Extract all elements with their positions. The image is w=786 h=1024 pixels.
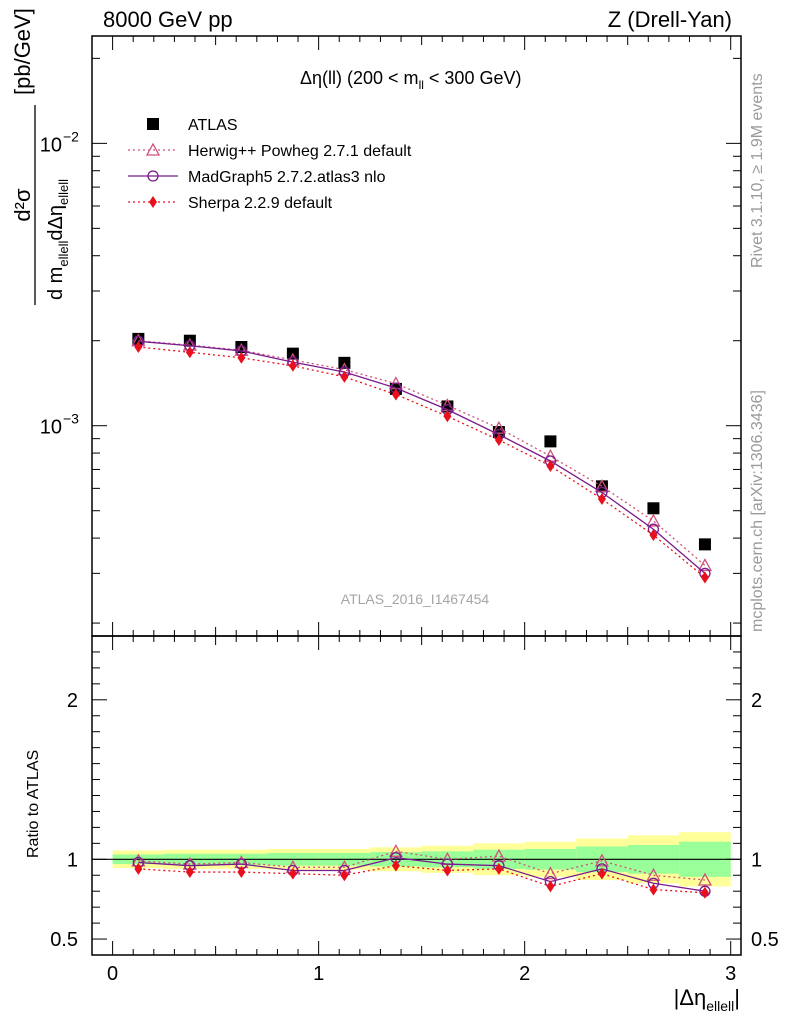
series-3-point: [597, 493, 606, 506]
series-3-point: [340, 370, 349, 383]
ratio-series-0-line: [138, 850, 706, 881]
ratio-y-tick-label: 1: [67, 849, 78, 871]
y-label-denominator: d mellelldΔηellell: [45, 179, 71, 300]
series-3-point: [649, 529, 658, 542]
ratio-plot-frame: [91, 635, 742, 956]
series-3-point: [288, 359, 297, 372]
series-3-point: [443, 410, 452, 423]
series-3-line: [138, 346, 706, 579]
series-3-point: [185, 346, 194, 359]
legend-marker: [149, 196, 157, 208]
y-tick-label: 10: [40, 417, 62, 439]
series-3-point: [546, 460, 555, 473]
series-1-point: [697, 558, 713, 572]
rivet-label: Rivet 3.1.10, ≥ 1.9M events: [749, 73, 766, 268]
legend-label: MadGraph5 2.7.2.atlas3 nlo: [188, 169, 386, 186]
ratio-series-2-point: [288, 867, 297, 880]
ratio-series-2-point: [494, 862, 503, 875]
analysis-watermark: ATLAS_2016_I1467454: [341, 591, 490, 607]
mcplots-label: mcplots.cern.ch [arXiv:1306.3436]: [749, 390, 766, 632]
y-tick-label-exponent: −3: [63, 411, 79, 427]
ratio-series-2-point: [237, 866, 246, 879]
main-y-axis-label: d²σ d mellelldΔηellell [pb/GeV]: [10, 8, 71, 305]
legend-label: ATLAS: [188, 117, 238, 134]
series-3-point: [494, 434, 503, 447]
series-1-point: [491, 420, 507, 434]
ratio-series-0-point: [388, 843, 403, 857]
y-tick-label: 10: [40, 134, 62, 156]
series-2-line: [138, 340, 706, 574]
ratio-y-tick-label: 2: [67, 690, 78, 712]
y-label-unit: [pb/GeV]: [10, 8, 35, 95]
legend-marker: [145, 142, 161, 156]
series-1-point: [646, 513, 661, 527]
series-0-point: [544, 435, 557, 448]
ratio-y-axis-label: Ratio to ATLAS: [25, 750, 42, 858]
ratio-y-axis-label-group: Ratio to ATLAS: [25, 750, 42, 858]
series-1-line: [138, 340, 706, 566]
header-left: 8000 GeV pp: [103, 7, 233, 32]
x-tick-label: 3: [725, 963, 736, 985]
series-0-point: [647, 502, 660, 515]
legend-marker: [147, 118, 159, 130]
legend-label: Herwig++ Powheg 2.7.1 default: [188, 143, 412, 160]
ratio-series-1-line: [138, 857, 706, 892]
ratio-y-tick-label: 0.5: [50, 929, 78, 951]
ratio-series-2-point: [391, 859, 400, 872]
series-1-point: [594, 478, 610, 492]
x-tick-label: 0: [107, 963, 118, 985]
series-0-point: [441, 400, 454, 413]
x-tick-label: 2: [519, 963, 530, 985]
ratio-series-2-point: [546, 880, 555, 893]
y-label-numerator: d²σ: [10, 188, 35, 222]
ratio-series-2-point: [134, 862, 143, 875]
ratio-series-2-point: [340, 869, 349, 882]
ratio-series-0-point: [594, 853, 610, 867]
series-3-point: [134, 341, 143, 354]
x-axis-label: |Δηellell|: [674, 985, 740, 1014]
ratio-y-tick-label-right: 1: [751, 849, 762, 871]
ratio-series-0-point: [697, 872, 713, 886]
ratio-series-2-point: [649, 883, 658, 896]
series-3-point: [391, 388, 400, 401]
ratio-series-0-point: [646, 867, 661, 881]
header-right: Z (Drell-Yan): [607, 7, 732, 32]
y-tick-label-exponent: −2: [63, 128, 79, 144]
ratio-series-2-point: [597, 867, 606, 880]
series-0-point: [698, 538, 711, 551]
ratio-series-2-point: [185, 866, 194, 879]
plot-title: Δη(ll) (200 < mll < 300 GeV): [300, 68, 521, 92]
legend-label: Sherpa 2.2.9 default: [188, 195, 333, 212]
legend-marker: [147, 170, 159, 182]
series-3-point: [700, 571, 709, 584]
ratio-y-tick-label-right: 0.5: [751, 929, 779, 951]
ratio-y-tick-label-right: 2: [751, 690, 762, 712]
ratio-series-2-point: [443, 864, 452, 877]
series-3-point: [237, 351, 246, 364]
ratio-series-2-point: [700, 886, 709, 899]
ratio-series-0-point: [543, 866, 558, 880]
x-tick-label: 1: [313, 963, 324, 985]
